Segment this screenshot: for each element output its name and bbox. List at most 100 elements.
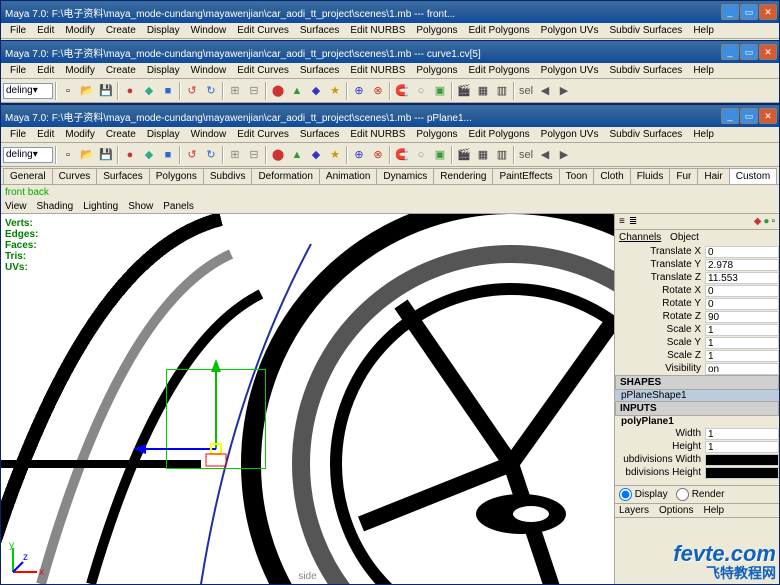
minimize-button[interactable]: _	[721, 4, 739, 20]
menu-window[interactable]: Window	[186, 65, 232, 76]
menu-help[interactable]: Help	[688, 25, 719, 36]
viewport[interactable]: Verts: Edges: Faces: Tris: UVs: x y z si…	[1, 214, 614, 584]
menu-polygons[interactable]: Polygons	[411, 65, 462, 76]
toolbar-icon[interactable]: ★	[326, 82, 344, 100]
shelf-tab[interactable]: Fur	[669, 168, 698, 184]
toolbar-icon[interactable]: ⊞	[226, 146, 244, 164]
menu-editnurbs[interactable]: Edit NURBS	[345, 129, 410, 140]
menu-polygons[interactable]: Polygons	[411, 129, 462, 140]
close-button[interactable]: ✕	[759, 108, 777, 124]
channel-value[interactable]: 11.553	[705, 272, 779, 284]
menu-help[interactable]: Help	[688, 65, 719, 76]
toolbar-icon[interactable]: 🧲	[393, 146, 411, 164]
channel-value[interactable]: 1	[705, 337, 779, 349]
maximize-button[interactable]: ▭	[740, 44, 758, 60]
toolbar-icon[interactable]: ⊟	[245, 82, 263, 100]
panel-show[interactable]: Show	[128, 201, 153, 212]
toolbar-icon[interactable]: ↺	[183, 82, 201, 100]
shelf-tab[interactable]: Curves	[52, 168, 98, 184]
toolbar-icon[interactable]: ▣	[431, 82, 449, 100]
menu-surfaces[interactable]: Surfaces	[295, 65, 344, 76]
input-value[interactable]: 1	[705, 428, 779, 440]
toolbar-icon[interactable]: ●	[121, 82, 139, 100]
render-radio[interactable]: Render	[676, 489, 725, 500]
toolbar-icon[interactable]: ▲	[288, 82, 306, 100]
menu-display[interactable]: Display	[142, 25, 185, 36]
layout-icon[interactable]: ≡	[619, 216, 625, 227]
toolbar-icon[interactable]: ↺	[183, 146, 201, 164]
input-value[interactable]: 1	[705, 441, 779, 453]
menu-surfaces[interactable]: Surfaces	[295, 129, 344, 140]
toolbar-icon[interactable]: ◆	[140, 82, 158, 100]
channel-icon[interactable]: ▫	[771, 216, 775, 227]
toolbar-icon[interactable]: 🎬	[455, 146, 473, 164]
channel-icon[interactable]: ●	[763, 216, 769, 227]
menu-create[interactable]: Create	[101, 25, 141, 36]
menu-edit[interactable]: Edit	[32, 65, 59, 76]
toolbar-icon[interactable]: ◆	[307, 82, 325, 100]
shelf-tab[interactable]: Dynamics	[376, 168, 434, 184]
maximize-button[interactable]: ▭	[740, 4, 758, 20]
channel-value[interactable]: 90	[705, 311, 779, 323]
channel-value[interactable]: 1	[705, 324, 779, 336]
menu-surfaces[interactable]: Surfaces	[295, 25, 344, 36]
channel-value[interactable]: on	[705, 363, 779, 375]
menu-file[interactable]: File	[5, 65, 31, 76]
move-manipulator[interactable]	[131, 354, 271, 494]
toolbar-icon[interactable]: 📂	[78, 146, 96, 164]
channel-value[interactable]: 0	[705, 246, 779, 258]
toolbar-icon[interactable]: ◀	[536, 146, 554, 164]
toolbar-icon[interactable]: ⊗	[369, 82, 387, 100]
mode-dropdown[interactable]: deling▾	[3, 147, 53, 163]
menu-display[interactable]: Display	[142, 65, 185, 76]
menu-create[interactable]: Create	[101, 129, 141, 140]
menu-editcurves[interactable]: Edit Curves	[232, 65, 294, 76]
help-menu[interactable]: Help	[703, 505, 724, 516]
toolbar-icon[interactable]: ↻	[202, 146, 220, 164]
tab-channels[interactable]: Channels	[619, 232, 661, 243]
toolbar-icon[interactable]: sel	[517, 82, 535, 100]
shelf-tab[interactable]: Toon	[559, 168, 595, 184]
toolbar-icon[interactable]: ⬤	[269, 82, 287, 100]
menu-modify[interactable]: Modify	[60, 129, 99, 140]
toolbar-icon[interactable]: ■	[159, 146, 177, 164]
menu-file[interactable]: File	[5, 129, 31, 140]
titlebar-2[interactable]: Maya 7.0: F:\电子资料\maya_mode-cundang\maya…	[1, 41, 779, 63]
toolbar-icon[interactable]: ▥	[493, 82, 511, 100]
toolbar-icon[interactable]: ▶	[555, 146, 573, 164]
panel-shading[interactable]: Shading	[37, 201, 74, 212]
shelf-tab[interactable]: Polygons	[149, 168, 204, 184]
toolbar-icon[interactable]: ◀	[536, 82, 554, 100]
shelf-tab[interactable]: Animation	[319, 168, 377, 184]
menu-create[interactable]: Create	[101, 65, 141, 76]
toolbar-icon[interactable]: ↻	[202, 82, 220, 100]
shelf-tab[interactable]: Fluids	[630, 168, 671, 184]
menu-editnurbs[interactable]: Edit NURBS	[345, 25, 410, 36]
menu-subdiv[interactable]: Subdiv Surfaces	[604, 65, 687, 76]
channel-value[interactable]: 0	[705, 298, 779, 310]
mode-dropdown[interactable]: deling▾	[3, 83, 53, 99]
menu-subdiv[interactable]: Subdiv Surfaces	[604, 129, 687, 140]
layout-icon[interactable]: ≣	[629, 216, 637, 227]
toolbar-icon[interactable]: ■	[159, 82, 177, 100]
shelf-tab[interactable]: Custom	[729, 168, 777, 184]
panel-panels[interactable]: Panels	[163, 201, 194, 212]
toolbar-icon[interactable]: ▫	[59, 146, 77, 164]
menu-editpolygons[interactable]: Edit Polygons	[464, 129, 535, 140]
toolbar-icon[interactable]: ▲	[288, 146, 306, 164]
toolbar-icon[interactable]: ●	[121, 146, 139, 164]
shelf-tab[interactable]: Deformation	[251, 168, 319, 184]
titlebar-1[interactable]: Maya 7.0: F:\电子资料\maya_mode-cundang\maya…	[1, 1, 779, 23]
menu-edit[interactable]: Edit	[32, 129, 59, 140]
toolbar-icon[interactable]: ⊕	[350, 82, 368, 100]
minimize-button[interactable]: _	[721, 108, 739, 124]
toolbar-icon[interactable]: 🧲	[393, 82, 411, 100]
shelf-tab[interactable]: Rendering	[433, 168, 493, 184]
toolbar-icon[interactable]: ⊞	[226, 82, 244, 100]
toolbar-icon[interactable]: ▣	[431, 146, 449, 164]
menu-editcurves[interactable]: Edit Curves	[232, 129, 294, 140]
toolbar-icon[interactable]: ▦	[474, 82, 492, 100]
input-value[interactable]	[705, 454, 779, 466]
layers-menu[interactable]: Layers	[619, 505, 649, 516]
channel-value[interactable]: 0	[705, 285, 779, 297]
